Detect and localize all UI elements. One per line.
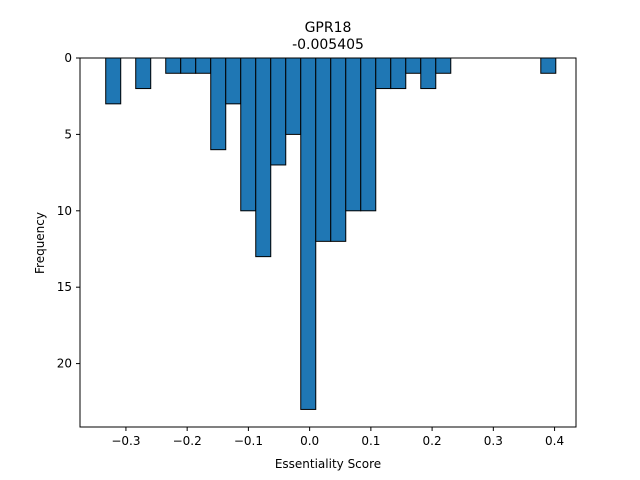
histogram-bar bbox=[360, 57, 377, 212]
x-tick-label: 0.3 bbox=[484, 434, 503, 448]
histogram-bar bbox=[345, 57, 362, 212]
histogram-bar bbox=[420, 57, 437, 90]
histogram-bar bbox=[330, 57, 347, 242]
chart-title: GPR18 bbox=[305, 20, 352, 36]
histogram-bar bbox=[375, 57, 392, 90]
histogram-bar bbox=[540, 57, 557, 74]
histogram-bar bbox=[270, 57, 287, 166]
y-tick-label: 10 bbox=[57, 204, 72, 218]
histogram-bar bbox=[315, 57, 332, 242]
y-tick-label: 5 bbox=[64, 127, 72, 141]
histogram-bar bbox=[105, 57, 122, 105]
y-tick-label: 20 bbox=[57, 357, 72, 371]
y-tick-label: 0 bbox=[64, 51, 72, 65]
x-tick-label: −0.1 bbox=[234, 434, 263, 448]
histogram-bar bbox=[210, 57, 227, 151]
x-tick-label: 0.2 bbox=[423, 434, 442, 448]
histogram-bar bbox=[300, 57, 317, 410]
histogram-bar bbox=[165, 57, 182, 74]
histogram-bar bbox=[285, 57, 302, 135]
histogram-bar bbox=[255, 57, 272, 258]
histogram-bar bbox=[180, 57, 197, 74]
histogram-bar bbox=[435, 57, 452, 74]
histogram-bar bbox=[390, 57, 407, 90]
plot-frame bbox=[79, 57, 577, 428]
histogram-bar bbox=[405, 57, 422, 74]
y-axis-label: Frequency bbox=[33, 212, 47, 274]
histogram-bar bbox=[240, 57, 257, 212]
histogram-bar bbox=[195, 57, 212, 74]
x-tick-label: −0.2 bbox=[173, 434, 202, 448]
axes-layer: −0.3 −0.2 −0.1 0.0 0.1 0.2 0.3 0.4 0 5 10 15 20 bbox=[57, 51, 577, 448]
x-tick-label: 0.1 bbox=[361, 434, 380, 448]
histogram-bar bbox=[225, 57, 242, 105]
y-tick-label: 15 bbox=[57, 280, 72, 294]
histogram-bar bbox=[135, 57, 152, 90]
x-tick-label: 0.0 bbox=[300, 434, 319, 448]
x-axis-label: Essentiality Score bbox=[275, 457, 381, 471]
x-tick-label: 0.4 bbox=[545, 434, 564, 448]
chart-subtitle: -0.005405 bbox=[292, 37, 364, 53]
x-tick-label: −0.3 bbox=[111, 434, 140, 448]
bars-layer bbox=[105, 57, 557, 410]
